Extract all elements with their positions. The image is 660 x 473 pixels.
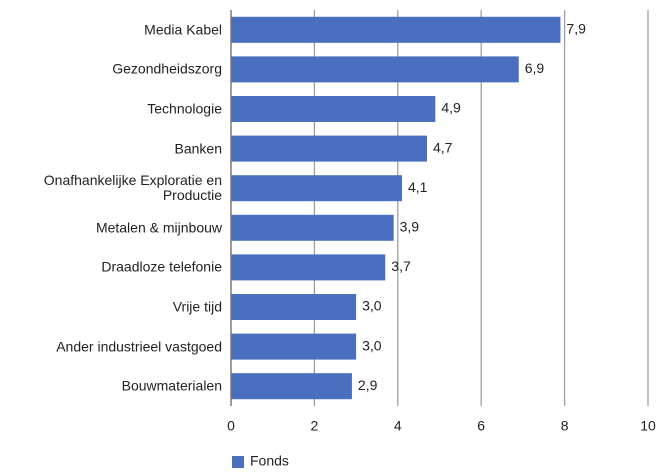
value-label: 3,0 — [362, 298, 382, 314]
y-tick-label: Banken — [174, 140, 222, 157]
bar — [231, 214, 394, 241]
y-tick-label: Onafhankelijke Exploratie en Productie — [43, 172, 222, 204]
value-label: 4,7 — [433, 139, 453, 155]
y-tick-label: Ander industrieel vastgoed — [56, 338, 222, 355]
y-tick-label: Draadloze telefonie — [101, 258, 222, 275]
bar — [231, 135, 427, 162]
bar — [231, 294, 357, 320]
legend-swatch — [232, 456, 244, 468]
bar — [231, 16, 561, 43]
y-tick-label: Gezondheidszorg — [112, 60, 222, 77]
value-label: 7,9 — [566, 21, 586, 37]
x-tick-label: 10 — [640, 418, 656, 434]
value-label: 3,7 — [391, 258, 411, 274]
bar — [231, 254, 386, 281]
y-tick-label: Bouwmaterialen — [121, 377, 222, 394]
y-tick-label: Technologie — [147, 100, 222, 117]
x-tick-label: 4 — [394, 418, 402, 434]
bar — [231, 175, 402, 202]
legend-label: Fonds — [250, 453, 289, 469]
y-tick-label: Metalen & mijnbouw — [95, 219, 222, 236]
y-tick-label: Vrije tijd — [172, 298, 222, 315]
x-tick-label: 0 — [227, 418, 235, 434]
bar — [231, 333, 357, 360]
x-tick-label: 2 — [311, 418, 319, 434]
x-tick-label: 6 — [477, 418, 485, 434]
bar — [231, 373, 352, 400]
bar — [231, 56, 519, 83]
bar — [231, 96, 436, 122]
x-tick-label: 8 — [561, 418, 569, 434]
value-label: 4,1 — [408, 179, 428, 195]
y-tick-label: Media Kabel — [144, 21, 222, 38]
value-label: 6,9 — [525, 60, 545, 76]
value-label: 3,0 — [362, 337, 382, 353]
value-label: 2,9 — [358, 377, 378, 393]
value-label: 4,9 — [441, 100, 461, 116]
value-label: 3,9 — [400, 219, 420, 235]
